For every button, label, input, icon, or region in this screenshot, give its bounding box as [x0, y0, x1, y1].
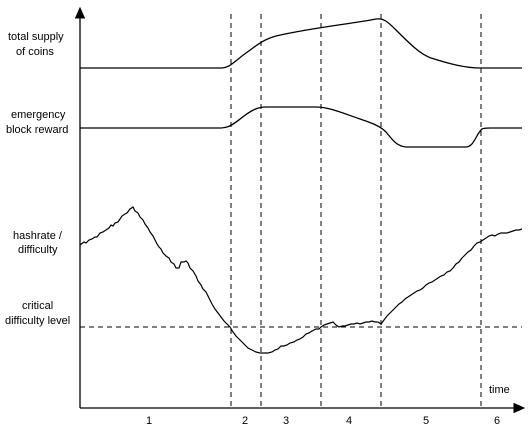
supply-label-line2: of coins [16, 46, 54, 58]
phase-label-3: 3 [283, 415, 289, 427]
reward-label-line2: block reward [6, 124, 68, 136]
phase-label-2: 2 [242, 415, 248, 427]
phase-label-4: 4 [346, 415, 352, 427]
hashrate-curve [79, 206, 523, 354]
reward-label-line1: emergency [11, 109, 66, 121]
critical-label-line2: difficulty level [5, 315, 70, 327]
hashrate-label-line2: difficulty [18, 244, 58, 256]
critical-label-line1: critical [22, 300, 53, 312]
hashrate-label-line1: hashrate / [13, 230, 63, 242]
supply-curve [80, 18, 522, 69]
phase-label-5: 5 [423, 415, 429, 427]
phase-label-6: 6 [494, 415, 500, 427]
x-axis-label: time [489, 384, 510, 396]
supply-label-line1: total supply [8, 31, 64, 43]
phase-dividers [230, 14, 482, 406]
phase-label-1: 1 [146, 415, 152, 427]
reward-curve [80, 106, 522, 148]
